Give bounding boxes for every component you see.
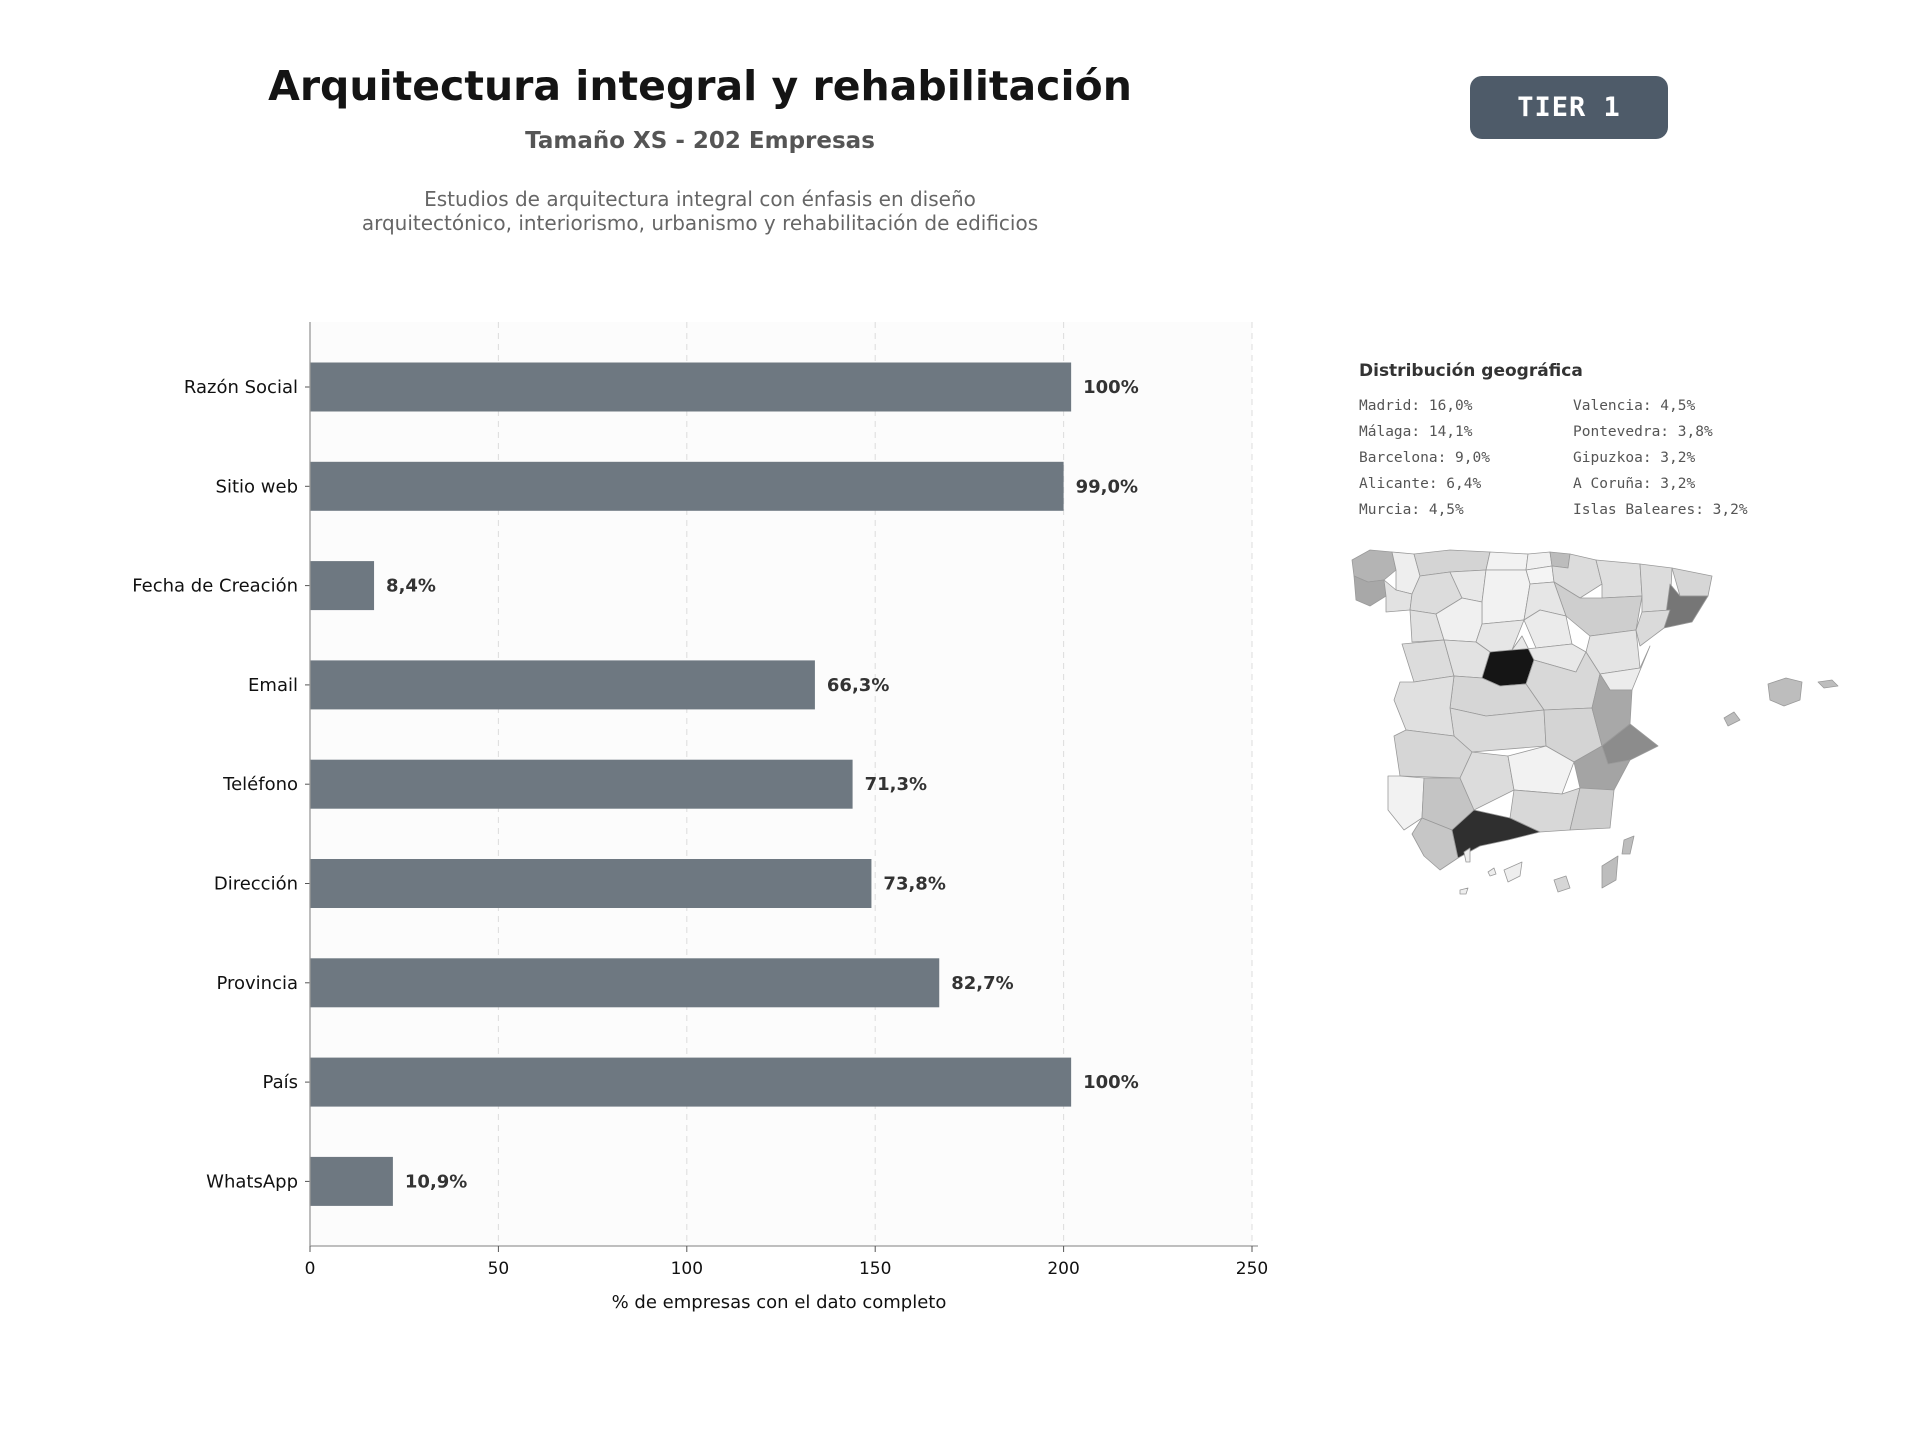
map-province-jaen [1507,745,1575,795]
bar [310,859,872,908]
y-tick-label: Sitio web [216,476,298,497]
map-island-menorca [1817,679,1839,689]
bar-chart: Razón Social 100% Sitio web 99,0% Fecha de C… [132,322,1268,1313]
map-province-soria [1523,609,1573,649]
data-label: 71,3% [865,774,927,795]
y-tick-label: Razón Social [184,377,298,398]
geo-entry: Gipuzkoa: 3,2% [1573,450,1696,466]
description-line-2: arquitectónico, interiorismo, urbanismo … [361,211,1039,235]
description-line-1: Estudios de arquitectura integral con én… [424,187,976,211]
y-tick-label: Dirección [214,874,298,895]
map-island-la-gomera [1487,867,1497,877]
map-province-caceres [1393,675,1455,737]
data-label: 82,7% [951,973,1013,994]
x-tick-label: 100 [671,1259,703,1279]
y-tick-label: Fecha de Creación [132,576,298,597]
geo-entry: Murcia: 4,5% [1359,502,1464,518]
bar [310,1156,393,1206]
map-province-cantabria [1485,551,1529,571]
map-island-gran-canaria [1553,875,1571,893]
data-label: 66,3% [827,675,889,696]
map-province-a-coruna [1351,549,1397,583]
geo-entry: Barcelona: 9,0% [1359,450,1490,466]
data-label: 99,0% [1076,476,1138,497]
data-label: 73,8% [883,874,945,895]
bar [310,561,375,611]
x-tick-label: 0 [305,1259,316,1279]
x-axis-label: % de empresas con el dato completo [612,1292,947,1313]
map-province-gipuzkoa [1549,551,1571,569]
y-tick-label: País [263,1072,298,1093]
x-tick-label: 150 [859,1259,891,1279]
map-island-ibiza [1723,711,1741,727]
geo-distribution-title: Distribución geográfica [1359,361,1583,381]
page-subtitle: Tamaño XS - 202 Empresas [525,128,875,154]
bar [310,759,853,809]
map-island-fuerteventura [1601,855,1619,889]
map-province-zaragoza [1553,581,1643,637]
page-title: Arquitectura integral y rehabilitación [268,62,1132,110]
data-label: 100% [1083,377,1139,398]
y-tick-label: Provincia [216,973,298,994]
bar [310,958,940,1008]
map-province-huelva [1387,775,1425,831]
y-tick-label: Teléfono [222,774,298,795]
map-island-la-palma [1463,847,1471,863]
map-island-tenerife [1503,861,1523,883]
geo-entry: Valencia: 4,5% [1573,398,1696,414]
bar [310,1057,1072,1107]
spain-province-map [1351,549,1839,895]
geo-entry: Pontevedra: 3,8% [1573,424,1713,440]
data-label: 100% [1083,1072,1139,1093]
geo-entry: Islas Baleares: 3,2% [1573,502,1748,518]
map-province-huesca [1595,559,1643,599]
geo-entry: A Coruña: 3,2% [1573,476,1696,492]
map-province-malaga [1451,809,1541,859]
geo-entry: Málaga: 14,1% [1359,424,1473,440]
map-province-tarragona [1635,609,1671,647]
geo-entry: Madrid: 16,0% [1359,398,1473,414]
tier-badge: TIER 1 [1470,76,1668,139]
data-label: 10,9% [405,1171,467,1192]
map-province-girona [1671,567,1713,597]
data-label: 8,4% [386,576,436,597]
geo-entry: Alicante: 6,4% [1359,476,1482,492]
page-description: Estudios de arquitectura integral con én… [0,187,1400,235]
y-tick-label: Email [248,675,298,696]
map-province-islas-baleares [1767,677,1803,707]
bar [310,660,815,710]
bar [310,461,1064,511]
x-tick-label: 250 [1236,1259,1268,1279]
bar [310,362,1072,412]
x-tick-label: 200 [1047,1259,1079,1279]
map-province-burgos [1481,569,1531,625]
x-tick-label: 50 [488,1259,510,1279]
y-tick-label: WhatsApp [206,1171,298,1192]
map-province-almeria [1569,787,1615,831]
map-province-navarra [1551,553,1603,599]
map-island-el-hierro [1459,887,1469,895]
map-island-lanzarote [1621,835,1635,855]
